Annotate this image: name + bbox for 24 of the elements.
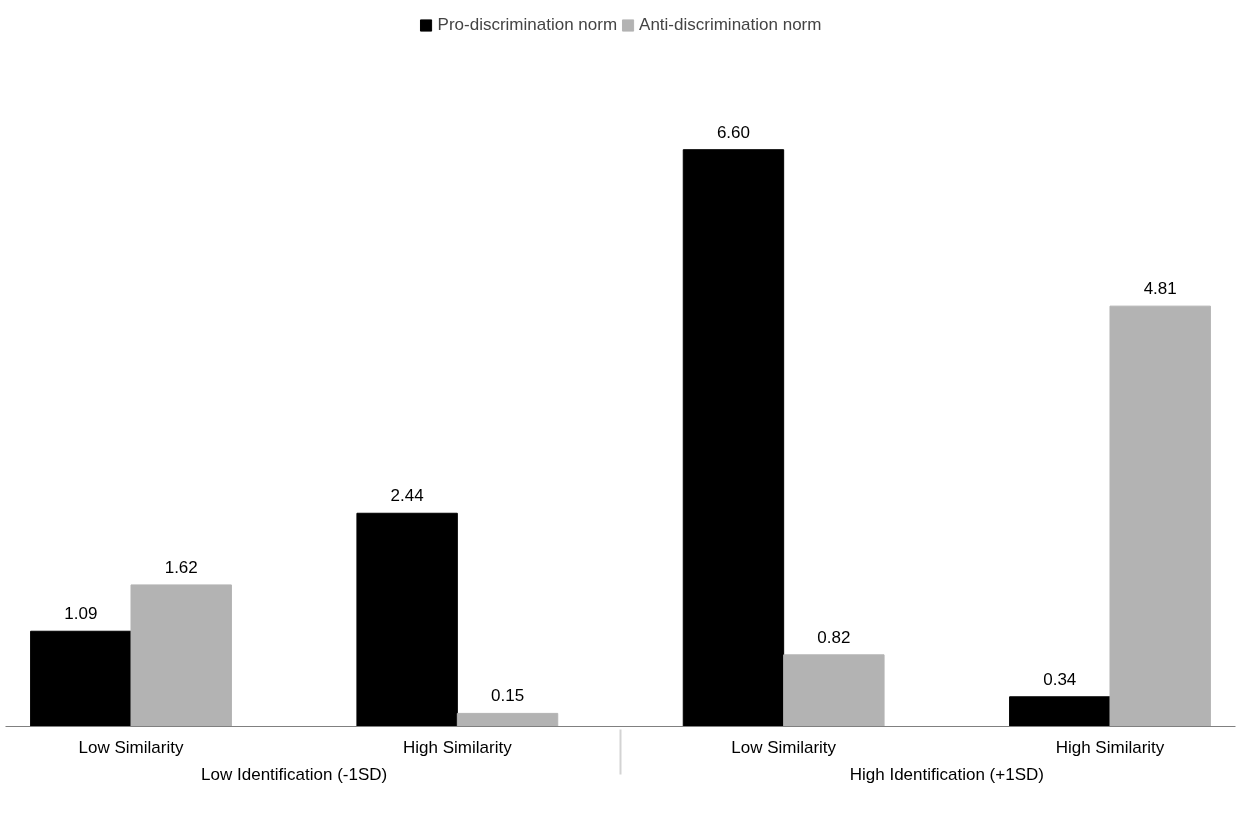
- data-label: 0.34: [1043, 669, 1077, 689]
- x-tick-label: High Similarity: [403, 737, 513, 757]
- bar: [456, 712, 559, 727]
- legend-label: Pro-discrimination norm: [437, 15, 618, 35]
- bar: [1009, 696, 1111, 727]
- data-label: 1.09: [64, 604, 98, 624]
- bar: [783, 654, 885, 727]
- x-tick-label: Low Similarity: [78, 737, 184, 757]
- data-label: 4.81: [1143, 279, 1177, 299]
- data-label: 6.60: [716, 122, 751, 142]
- x-tick-label: High Similarity: [1055, 737, 1165, 757]
- data-label: 0.15: [491, 686, 525, 706]
- data-label: 1.62: [164, 557, 198, 577]
- text: High Identification (+1SD): [849, 764, 1044, 784]
- bar: [682, 149, 785, 727]
- data-label: 2.44: [390, 486, 424, 506]
- legend-label: Anti-discrimination norm: [639, 15, 822, 35]
- bar: [30, 630, 132, 727]
- bar: [130, 584, 232, 727]
- bar: [1109, 305, 1211, 727]
- data-label: 0.82: [817, 627, 851, 647]
- bar: [356, 512, 458, 727]
- text: Low Identification (-1SD): [201, 764, 388, 784]
- x-tick-label: Low Similarity: [731, 737, 837, 757]
